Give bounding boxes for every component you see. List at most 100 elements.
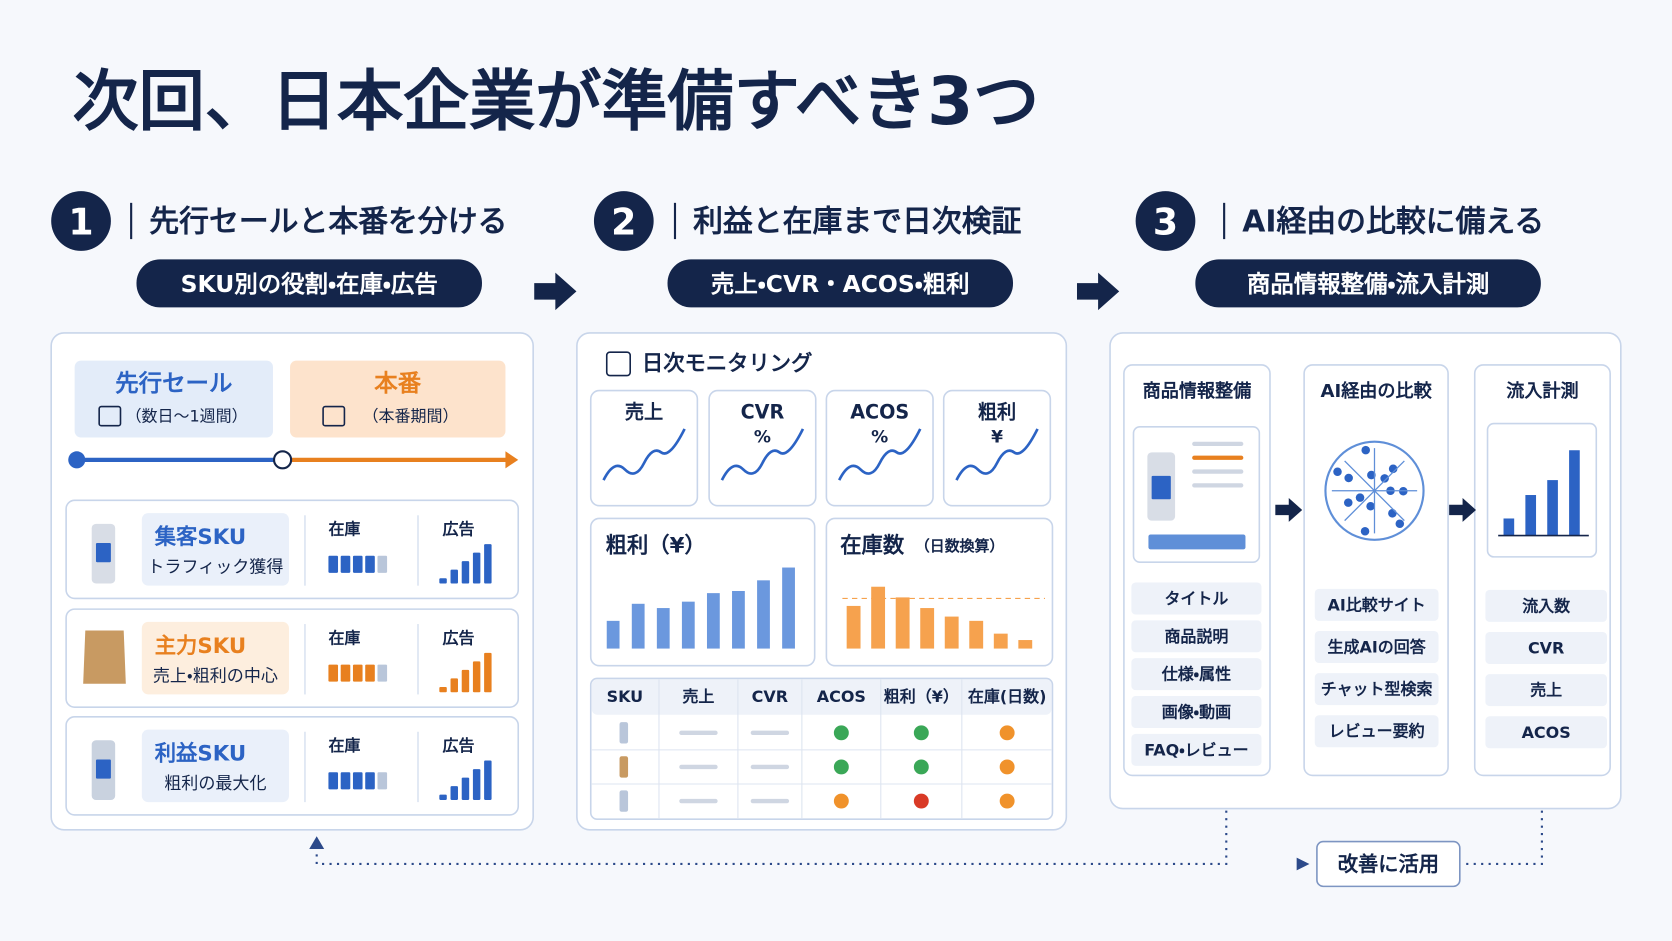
item-box: [1314, 673, 1439, 706]
flow-arrow: [1275, 498, 1303, 522]
step-tag: [667, 259, 1014, 308]
item-label: 商品説明: [1164, 627, 1228, 646]
feedback-arrow: [309, 836, 325, 850]
stock-label: 在庫: [328, 520, 360, 539]
flow-bar: [1503, 518, 1515, 536]
brain-node: [1388, 509, 1397, 518]
item-label: 画像・動画: [1162, 703, 1231, 722]
chart-note: （日数換算）: [915, 537, 1004, 555]
step-heading: AI経由の比較に備える: [1242, 205, 1544, 240]
product-label: [95, 759, 111, 779]
ad-bar: [439, 794, 447, 800]
step-badge: [51, 191, 111, 251]
stock-bar: [969, 620, 984, 649]
chart-card: [1486, 422, 1598, 558]
timeline-start: [68, 451, 86, 469]
table-header: [591, 679, 1052, 715]
table-header-cell: 売上: [682, 687, 714, 706]
step-tag-text: 商品情報整備・流入計測: [1247, 270, 1489, 298]
stock-bar: [365, 664, 375, 682]
sparkline: [602, 428, 686, 481]
ad-bar: [450, 569, 458, 584]
placeholder-dash: [750, 798, 790, 804]
column-card: [1303, 364, 1449, 777]
status-dot: [833, 725, 849, 741]
ad-bar: [450, 786, 458, 800]
ad-label: 広告: [443, 736, 475, 755]
gross-bar: [606, 620, 620, 649]
phase-period: （本番期間）: [363, 407, 459, 426]
sku-row: [65, 608, 520, 709]
metric-card: [942, 389, 1052, 507]
step-number: 3: [1153, 201, 1178, 244]
step-arrow: [1076, 272, 1120, 311]
metric-unit: ¥: [991, 427, 1003, 447]
sku-role: 粗利の最大化: [164, 774, 266, 794]
phase-period: （数日〜1週間）: [126, 407, 248, 426]
status-dot: [999, 759, 1015, 775]
step-tag-text: 売上・CVR・ACOS・粗利: [711, 270, 970, 298]
gross-bar: [706, 593, 720, 649]
gross-bar: [757, 580, 770, 649]
metric-unit: %: [871, 427, 888, 447]
text-line: [1192, 483, 1244, 488]
brain-node: [1355, 493, 1365, 502]
gross-bar: [631, 603, 645, 649]
stock-bar: [993, 633, 1008, 649]
feedback-box: [1316, 840, 1461, 888]
metric-name: 売上: [625, 400, 663, 423]
brain-node: [1367, 470, 1376, 480]
status-dot: [913, 793, 929, 809]
item-label: AI比較サイト: [1328, 595, 1426, 614]
sku-role: トラフィック獲得: [147, 558, 283, 578]
sku-name-box: [141, 513, 289, 586]
sku-name: 集客SKU: [154, 524, 246, 550]
item-label: CVR: [1528, 639, 1564, 658]
stock-bar: [920, 608, 935, 649]
step-arrow: [534, 272, 577, 311]
metric-unit: %: [754, 427, 771, 447]
sku-icon: [619, 756, 629, 778]
item-label: 売上: [1530, 681, 1562, 700]
stock-bar: [340, 664, 351, 682]
ad-bar: [461, 669, 470, 693]
sku-name: 利益SKU: [155, 741, 246, 767]
phase-box: [74, 360, 273, 438]
table-header-cell: ACOS: [817, 687, 866, 706]
flow-bar: [1525, 495, 1537, 536]
sku-name-box: [141, 729, 289, 803]
status-dot: [913, 725, 929, 741]
placeholder-dash: [679, 730, 718, 735]
text-line: [1192, 441, 1244, 446]
timeline-head: [505, 451, 519, 469]
item-box: [1131, 696, 1262, 729]
metric-card: [708, 389, 817, 507]
ad-bar: [472, 769, 481, 800]
item-box: [1485, 632, 1607, 665]
ad-bar: [461, 561, 470, 584]
item-label: レビュー要約: [1329, 722, 1425, 741]
status-dot: [999, 793, 1015, 809]
stock-bar: [871, 586, 886, 649]
feedback-arrow: [1296, 857, 1310, 871]
item-label: FAQ・レビュー: [1144, 740, 1248, 759]
metric-name: 粗利: [978, 400, 1016, 423]
text-line: [1192, 455, 1244, 460]
step-badge: [1135, 191, 1196, 251]
calendar-icon: [605, 351, 631, 377]
product-icon: [83, 630, 126, 684]
item-label: タイトル: [1164, 589, 1228, 608]
column-title: 商品情報整備: [1143, 380, 1252, 402]
item-label: 仕様・属性: [1161, 665, 1231, 684]
step-badge: [593, 191, 654, 251]
metric-card: [589, 389, 699, 507]
text-line: [1192, 469, 1244, 474]
product-label: [95, 543, 111, 563]
metric-card: [825, 389, 934, 507]
cta-bar: [1148, 534, 1246, 550]
step-tag: [1195, 259, 1541, 308]
sku-row: [65, 716, 520, 816]
stock-bar: [352, 664, 363, 682]
feedback-label: 改善に活用: [1338, 852, 1439, 876]
